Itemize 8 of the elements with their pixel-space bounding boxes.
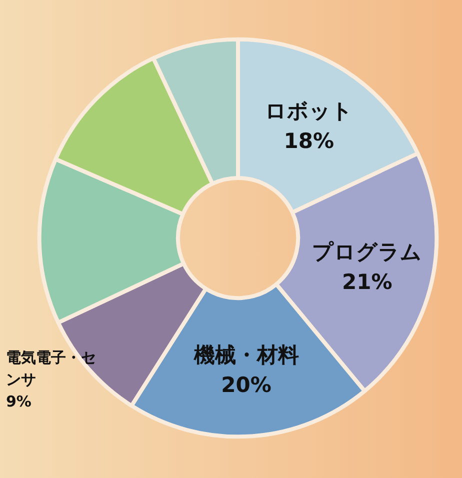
data-label: 20%	[221, 373, 272, 398]
slice-label: 電気電子・センサ	[6, 348, 96, 388]
data-label: 21%	[342, 270, 392, 294]
slice-label: ロボット	[264, 99, 353, 124]
slice-label: 機械・材料	[192, 343, 299, 368]
data-label: 9%	[6, 392, 32, 410]
data-label: 18%	[284, 129, 334, 154]
slice-label: プログラム	[312, 240, 422, 264]
